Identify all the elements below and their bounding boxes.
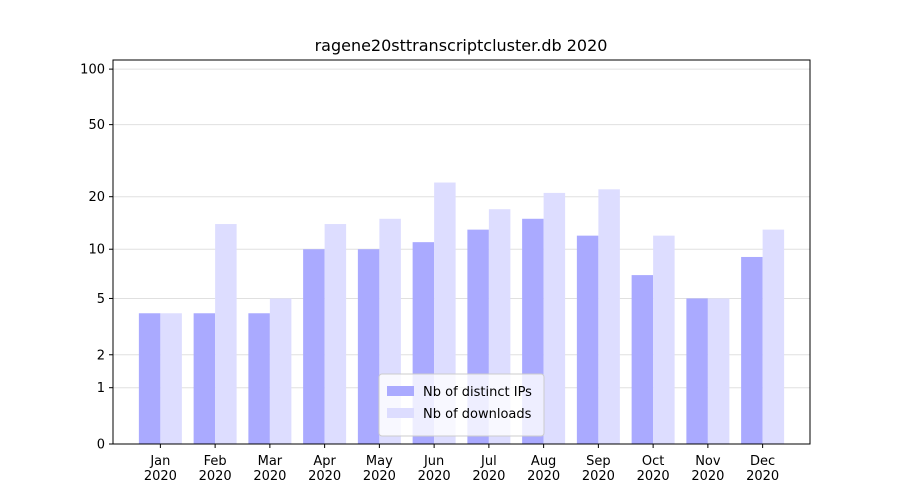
x-tick-label: Mar 2020 xyxy=(253,454,286,484)
y-tick-label: 50 xyxy=(88,118,105,133)
bar xyxy=(543,192,566,444)
y-tick-label: 100 xyxy=(80,63,105,78)
x-tick-label: Nov 2020 xyxy=(691,454,724,484)
bar xyxy=(598,189,620,444)
bar xyxy=(686,298,708,444)
bar xyxy=(303,249,325,444)
bar xyxy=(653,235,675,444)
legend-label: Nb of downloads xyxy=(423,407,532,422)
x-tick-label: Aug 2020 xyxy=(527,454,560,484)
y-tick-label: 0 xyxy=(97,438,105,453)
bar xyxy=(160,313,182,444)
bar xyxy=(631,275,654,444)
bar xyxy=(762,229,785,444)
legend-box xyxy=(378,373,545,437)
bar xyxy=(576,235,599,444)
bar xyxy=(215,224,237,444)
x-tick-label: Sep 2020 xyxy=(582,454,615,484)
bar xyxy=(269,298,292,444)
bar xyxy=(324,224,347,444)
x-tick-label: Apr 2020 xyxy=(308,454,341,484)
plot-frame xyxy=(112,59,811,445)
y-tick-label: 1 xyxy=(97,381,105,396)
x-tick-label: Feb 2020 xyxy=(199,454,232,484)
x-tick-label: Jan 2020 xyxy=(144,454,177,484)
legend-swatch xyxy=(387,386,414,396)
y-tick-label: 10 xyxy=(88,243,105,258)
y-tick-label: 5 xyxy=(97,292,105,307)
bar xyxy=(193,313,216,444)
y-tick-label: 20 xyxy=(88,190,105,205)
chart-title: ragene20sttranscriptcluster.db 2020 xyxy=(315,36,608,55)
axes: 0 1 2 5 10 20 50 100 Jan 2020 Feb 2020 Mar 2020 Apr 202… xyxy=(80,63,779,484)
x-tick-label: May 2020 xyxy=(363,454,396,484)
bar xyxy=(248,313,270,444)
bar xyxy=(707,298,730,444)
legend: Nb of distinct IPs Nb of downloads xyxy=(378,373,545,437)
bar xyxy=(357,249,380,444)
legend-swatch xyxy=(387,408,414,418)
bar xyxy=(138,313,161,444)
x-tick-label: Jun 2020 xyxy=(418,454,451,484)
legend-label: Nb of distinct IPs xyxy=(423,385,532,400)
x-tick-label: Dec 2020 xyxy=(746,454,779,484)
y-tick-label: 2 xyxy=(97,348,105,363)
bars xyxy=(138,182,785,444)
x-tick-label: Oct 2020 xyxy=(637,454,670,484)
bar xyxy=(741,256,763,444)
x-tick-label: Jul 2020 xyxy=(472,454,505,484)
